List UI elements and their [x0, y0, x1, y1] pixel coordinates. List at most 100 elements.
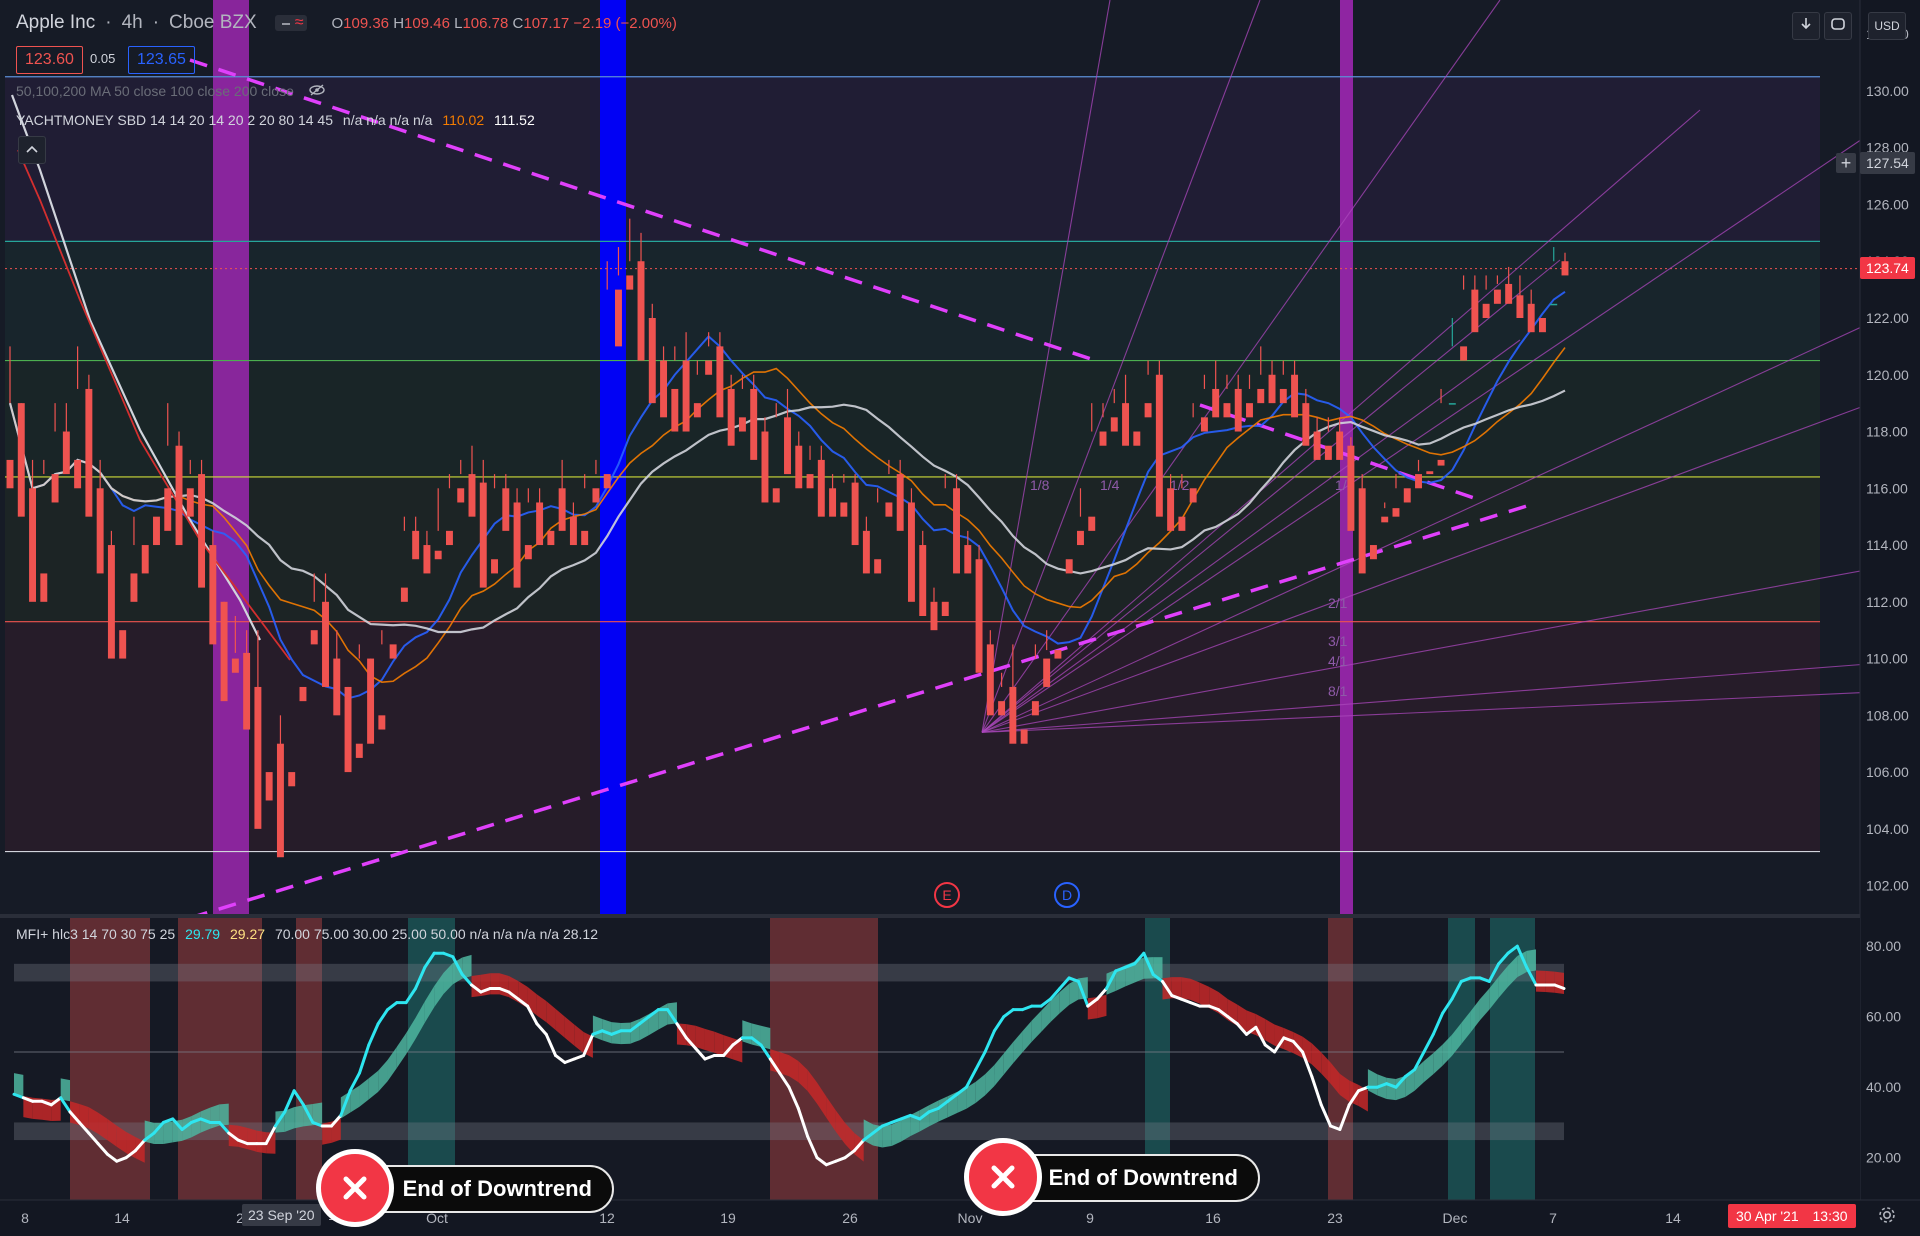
- bid-button[interactable]: 123.60: [16, 46, 83, 74]
- sbd-indicator-legend[interactable]: YACHTMONEY SBD 14 14 20 14 20 2 20 80 14…: [16, 112, 535, 128]
- mfi-ribbon-segment: [1013, 1031, 1023, 1064]
- candle-body: [164, 488, 172, 531]
- candle-down: [705, 332, 713, 375]
- candle-body: [130, 573, 138, 602]
- candle-body: [547, 530, 555, 546]
- mfi-line-segment: [1160, 979, 1174, 998]
- mfi-line-segment: [283, 1089, 296, 1114]
- candle-down: [1110, 388, 1118, 432]
- earnings-marker[interactable]: E: [934, 882, 960, 908]
- mfi-ribbon-segment: [1442, 1034, 1452, 1066]
- currency-button[interactable]: USD: [1868, 12, 1906, 40]
- visibility-off-icon[interactable]: [308, 83, 326, 99]
- sbd-value-2: 111.52: [494, 112, 535, 128]
- mfi-ribbon-segment: [1097, 994, 1107, 1019]
- time-tick-label: 23: [1327, 1210, 1343, 1226]
- mfi-ribbon-segment: [238, 1125, 248, 1150]
- candle-down: [851, 474, 859, 546]
- mfi-ribbon-segment: [256, 1130, 267, 1154]
- current-datetime-label[interactable]: 30 Apr '21 13:30: [1728, 1204, 1856, 1228]
- candle-body: [6, 459, 14, 489]
- candle-down: [1505, 266, 1513, 304]
- ma-indicator-legend[interactable]: 50,100,200 MA 50 close 100 close 200 clo…: [16, 83, 326, 99]
- candle-down: [919, 530, 927, 616]
- interval-label[interactable]: 4h: [121, 12, 143, 33]
- refresh-button[interactable]: [1824, 12, 1852, 40]
- current-date: 30 Apr '21: [1736, 1208, 1799, 1224]
- mfi-ribbon-segment: [695, 1025, 705, 1050]
- price-tick-label: 118.00: [1866, 424, 1908, 440]
- mfi-ribbon-segment: [14, 1073, 24, 1097]
- candle-body: [682, 360, 690, 432]
- time-tick-label: 12: [599, 1210, 615, 1226]
- mfi-line-segment: [59, 1096, 72, 1114]
- mfi-line-segment: [1450, 979, 1463, 1001]
- mfi-pane[interactable]: 80.00 60.00 40.00 20.00: [0, 918, 1901, 1200]
- candle-body: [761, 431, 769, 503]
- candle-body: [1133, 431, 1141, 446]
- download-button[interactable]: [1792, 12, 1820, 40]
- mfi-line-segment: [273, 1110, 287, 1128]
- candle-down: [1189, 403, 1197, 503]
- mfi-ribbon-segment: [1031, 1010, 1042, 1042]
- candle-down: [626, 218, 634, 290]
- candle-body: [1460, 346, 1468, 361]
- candle-down: [907, 488, 915, 602]
- price-tick-label: 128.00: [1866, 140, 1909, 156]
- candle-body: [502, 488, 510, 531]
- candlesticks[interactable]: [6, 218, 1569, 858]
- candle-body: [986, 644, 994, 716]
- mfi-line-segment: [143, 1131, 156, 1142]
- mfi-ribbon-segment: [742, 1020, 752, 1045]
- mfi-ribbon-segment: [1451, 1022, 1462, 1056]
- mfi-value-2: 29.27: [230, 926, 266, 942]
- candle-down: [592, 459, 600, 503]
- candle-body: [491, 559, 498, 574]
- mfi-ribbon-segment: [1507, 955, 1518, 987]
- candle-down: [322, 573, 329, 687]
- symbol-name[interactable]: Apple Inc: [16, 12, 96, 33]
- candle-body: [1268, 374, 1276, 404]
- mfi-line-segment: [946, 1092, 959, 1103]
- mfi-line-segment: [311, 1120, 324, 1128]
- dividend-marker[interactable]: D: [1054, 882, 1080, 908]
- mfi-line-segment: [516, 997, 530, 1008]
- candle-body: [457, 488, 465, 503]
- candle-down: [885, 459, 893, 517]
- candle-down: [400, 516, 408, 602]
- ask-button[interactable]: 123.65: [128, 46, 195, 74]
- mfi-line-segment: [666, 1008, 679, 1026]
- settings-button[interactable]: [1876, 1206, 1898, 1228]
- price-axis[interactable]: 132.00130.00128.00126.00124.00122.00120.…: [1859, 0, 1920, 1236]
- mfi-ribbon-segment: [817, 1082, 827, 1118]
- mfi-ribbon-segment: [116, 1125, 127, 1153]
- candle-body: [1336, 431, 1344, 460]
- mfi-line-segment: [376, 1008, 389, 1026]
- gann-ratio-label: 1/4: [1100, 477, 1120, 493]
- candle-body: [1347, 445, 1355, 531]
- gann-ray: [981, 0, 1111, 733]
- time-tick-label: 7: [1549, 1210, 1557, 1226]
- mfi-ribbon-segment: [387, 1046, 397, 1082]
- candle-body: [750, 388, 758, 460]
- mfi-ribbon-segment: [592, 1015, 603, 1041]
- trend-lines[interactable]: [189, 58, 1531, 918]
- crosshair-plus-button[interactable]: +: [1836, 153, 1856, 173]
- mfi-ribbon-segment: [1554, 971, 1564, 994]
- mfi-line-segment: [992, 1015, 1006, 1033]
- candle-body: [817, 459, 825, 517]
- collapse-legend-button[interactable]: [18, 136, 46, 164]
- mfi-indicator-legend[interactable]: MFI+ hlc3 14 70 30 75 25 29.79 29.27 70.…: [16, 926, 598, 942]
- close-icon: [316, 1149, 394, 1227]
- mfi-other-values: 70.00 75.00 30.00 25.00 50.00 n/a n/a n/…: [274, 926, 598, 942]
- mfi-line-segment: [1506, 944, 1519, 955]
- mfi-ribbon-segment: [490, 973, 500, 995]
- candle-down: [1268, 360, 1276, 404]
- candle-body: [1426, 471, 1434, 475]
- price-zone: [5, 621, 1820, 852]
- mfi-line-segment: [1132, 951, 1146, 966]
- candle-down: [164, 403, 172, 531]
- downtrend-line: [189, 58, 1101, 364]
- gann-fan[interactable]: 1/8 1/4 1/2 1/12/13/14/18/1: [981, 0, 1920, 733]
